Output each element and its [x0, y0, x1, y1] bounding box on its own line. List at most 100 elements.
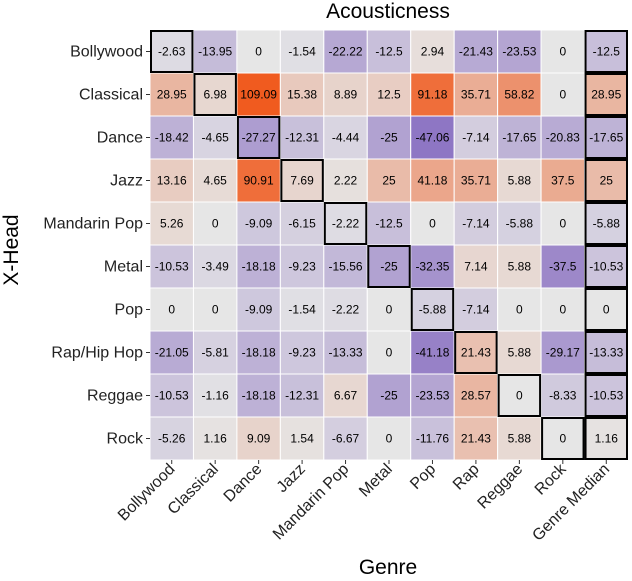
cell-value-label: -21.05: [155, 346, 189, 360]
y-tick-label: Rock: [107, 431, 144, 448]
cell-value-label: 0: [559, 88, 566, 102]
y-tick-label: Bollywood: [70, 44, 143, 61]
heatmap-cell: [236, 201, 281, 246]
cell-value-label: 0: [168, 303, 175, 317]
cell-value-label: 90.91: [244, 174, 274, 188]
cell-value-label: 25: [600, 174, 614, 188]
heatmap-cell: [279, 330, 325, 375]
x-tick-label: Reggae: [475, 461, 527, 513]
cell-value-label: 5.88: [508, 260, 532, 274]
cell-value-label: 0: [386, 346, 393, 360]
cell-value-label: 28.95: [157, 88, 187, 102]
cell-value-label: -27.27: [242, 131, 276, 145]
median-highlight-box: [584, 245, 629, 288]
diagonal-highlight-box: [367, 245, 411, 288]
cell-value-label: -25: [380, 260, 398, 274]
heatmap-cell: [192, 287, 238, 332]
cell-value-label: 1.16: [595, 432, 619, 446]
heatmap-cell: [323, 373, 368, 418]
cell-value-label: 8.89: [334, 88, 358, 102]
cell-value-label: 5.26: [160, 217, 184, 231]
heatmap-cell: [497, 29, 542, 74]
heatmap-cell: [540, 244, 586, 289]
heatmap-cell: [149, 115, 194, 160]
cell-value-label: -12.5: [375, 45, 403, 59]
cell-value-label: -37.5: [549, 260, 577, 274]
heatmap-cell: [410, 201, 455, 246]
cell-value-label: 0: [559, 217, 566, 231]
median-highlight-box: [584, 202, 629, 245]
diagonal-highlight-box: [150, 30, 194, 73]
heatmap-cell: [453, 29, 499, 74]
cell-value-label: 0: [386, 432, 393, 446]
median-highlight-box: [584, 30, 629, 73]
heatmap-cell: [540, 330, 586, 375]
cell-value-label: -5.81: [202, 346, 230, 360]
cell-value-label: -17.65: [589, 131, 623, 145]
cell-value-label: 0: [255, 45, 262, 59]
cell-value-label: -10.53: [155, 260, 189, 274]
y-tick-label: Classical: [79, 87, 143, 104]
heatmap-cell: [453, 158, 499, 203]
cell-value-label: -7.14: [462, 303, 490, 317]
median-highlight-box: [584, 331, 629, 374]
cell-value-label: -9.09: [245, 217, 273, 231]
heatmap-cell: [236, 72, 281, 117]
y-tick-label: Metal: [104, 259, 143, 276]
cell-value-label: -8.33: [549, 389, 577, 403]
cell-value-label: -2.22: [332, 217, 360, 231]
heatmap-cell: [410, 115, 455, 160]
cell-value-label: 9.09: [247, 432, 271, 446]
cell-value-label: -5.88: [506, 217, 534, 231]
heatmap-cell: [497, 244, 542, 289]
chart-title: Acousticness: [326, 0, 450, 23]
cell-value-label: -18.18: [242, 346, 276, 360]
x-tick-label: Metal: [356, 461, 396, 501]
cell-value-label: -9.23: [288, 346, 316, 360]
heatmap-cell: [192, 72, 238, 117]
cell-value-label: 5.88: [508, 174, 532, 188]
heatmap-cell: [236, 29, 281, 74]
heatmap-cell: [279, 72, 325, 117]
cell-value-label: -2.22: [332, 303, 360, 317]
cell-value-label: 1.54: [290, 432, 314, 446]
heatmap-cell: [453, 244, 499, 289]
cell-value-label: -29.17: [546, 346, 580, 360]
y-tick-label: Reggae: [87, 388, 143, 405]
median-highlight-box: [584, 116, 629, 159]
x-tick-label: Rap: [450, 461, 483, 494]
heatmap-cell: [540, 29, 586, 74]
heatmap-cell: [497, 330, 542, 375]
diagonal-highlight-box: [497, 374, 542, 417]
cell-value-label: -10.53: [589, 389, 623, 403]
cell-value-label: 2.94: [421, 45, 445, 59]
cell-value-label: 37.5: [551, 174, 575, 188]
cell-value-label: -9.23: [288, 260, 316, 274]
cell-value-label: 0: [559, 45, 566, 59]
heatmap-cell: [192, 201, 238, 246]
cell-value-label: 0: [212, 217, 219, 231]
cell-value-label: 5.88: [508, 346, 532, 360]
heatmap-cell: [323, 330, 368, 375]
cell-value-label: 0: [212, 303, 219, 317]
cell-value-label: 41.18: [417, 174, 447, 188]
median-highlight-box: [584, 288, 629, 331]
heatmap-cell: [149, 29, 194, 74]
cell-value-label: 28.95: [591, 88, 621, 102]
cell-value-label: -21.43: [459, 45, 493, 59]
heatmap-cell: [453, 201, 499, 246]
cell-value-label: 0: [559, 432, 566, 446]
median-highlight-box: [584, 374, 629, 417]
heatmap-cell: [323, 244, 368, 289]
cell-value-label: 21.43: [461, 346, 491, 360]
cell-value-label: -4.44: [332, 131, 360, 145]
heatmap-cell: [453, 72, 499, 117]
x-tick-label: Bollywood: [115, 461, 179, 525]
cell-value-label: 0: [559, 303, 566, 317]
cell-value-label: 25: [382, 174, 396, 188]
cell-value-label: -9.09: [245, 303, 273, 317]
cell-value-label: 6.98: [204, 88, 228, 102]
heatmap-cell: [279, 115, 325, 160]
cell-value-label: 0: [516, 389, 523, 403]
